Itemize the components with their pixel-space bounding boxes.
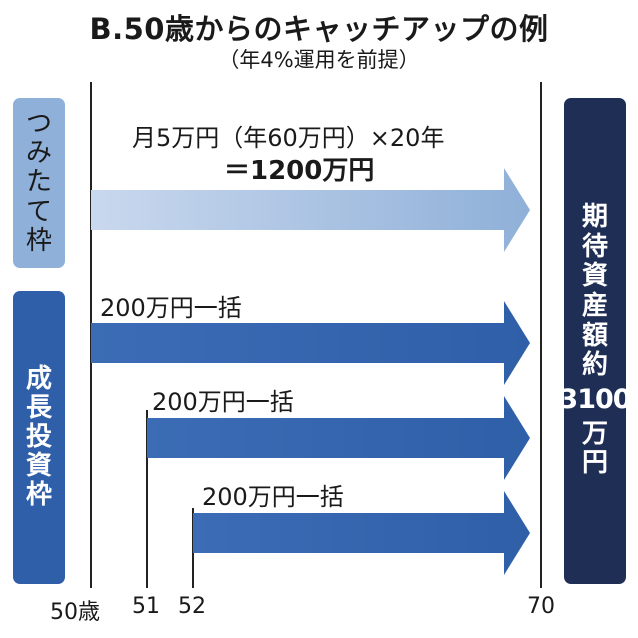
- lump-label-age-52: 200万円一括: [202, 483, 344, 511]
- tsumitate-label: つ み た て 枠: [13, 98, 65, 268]
- seicho-char: 枠: [25, 480, 52, 511]
- tsumitate-char: 枠: [25, 225, 52, 256]
- result-char: 額: [581, 320, 608, 351]
- tsumitate-note-line2: ＝1200万円: [224, 156, 375, 186]
- tsumitate-note-line1: 月5万円（年60万円）×20年: [132, 124, 445, 152]
- line-age-51: [146, 410, 148, 588]
- seicho-char: 投: [25, 421, 52, 452]
- result-char: 約: [581, 350, 608, 381]
- seicho-char: 資: [25, 451, 52, 482]
- seicho-label: 成 長 投 資 枠: [13, 291, 65, 584]
- tick-age-50: 50歳: [50, 600, 100, 625]
- tsumitate-char: て: [25, 196, 52, 227]
- seicho-char: 長: [25, 392, 52, 423]
- line-age-52: [192, 508, 194, 588]
- tick-age-52: 52: [178, 594, 206, 619]
- diagram-title: B.50歳からのキャッチアップの例: [89, 12, 549, 46]
- lump-arrow-age-51: [147, 396, 530, 480]
- tick-age-51: 51: [132, 594, 160, 619]
- lump-arrow-age-50: [91, 301, 530, 385]
- result-char: 円: [581, 448, 608, 479]
- result-char: 待: [581, 231, 608, 262]
- tick-age-70: 70: [527, 594, 555, 619]
- lump-label-age-51: 200万円一括: [152, 388, 294, 416]
- tsumitate-char: み: [25, 138, 52, 169]
- result-char: 期: [581, 202, 608, 233]
- tsumitate-char: つ: [25, 109, 52, 140]
- lump-label-age-50: 200万円一括: [100, 294, 242, 322]
- line-age-50: [90, 82, 92, 588]
- seicho-char: 成: [25, 363, 52, 394]
- line-age-70: [540, 82, 542, 588]
- tsumitate-char: た: [25, 167, 52, 198]
- result-char: 万: [581, 418, 608, 449]
- result-char: 産: [581, 290, 608, 321]
- result-char: 資: [581, 261, 608, 292]
- expected-assets-box: 期 待 資 産 額 約 3100 万 円: [559, 98, 632, 584]
- result-amount: 3100: [559, 383, 631, 415]
- diagram-subtitle: （年4%運用を前提）: [218, 48, 420, 72]
- tsumitate-arrow: [91, 168, 530, 252]
- lump-arrow-age-52: [193, 491, 530, 575]
